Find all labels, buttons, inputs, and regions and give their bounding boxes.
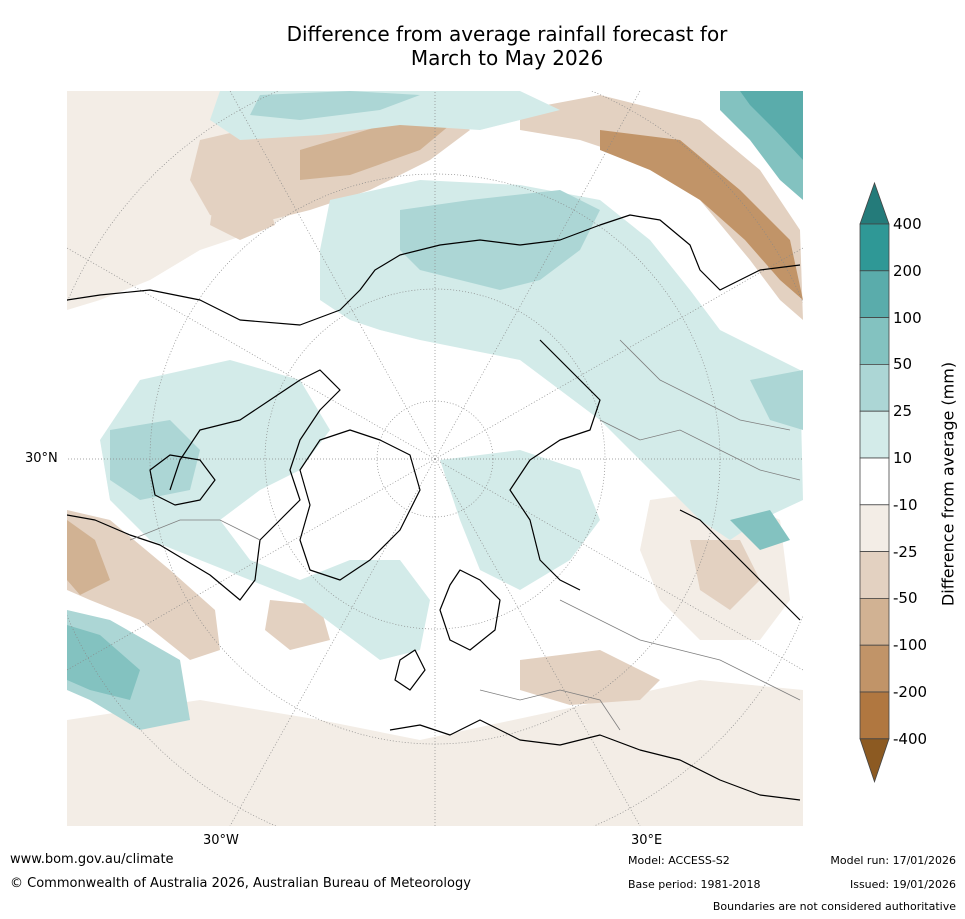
colorbar-segment (859, 457, 890, 506)
footer-model-run: Model run: 17/01/2026 (830, 854, 956, 867)
colorbar-segment (859, 551, 890, 599)
colorbar-segment (859, 597, 890, 646)
colorbar-tick-label: 100 (893, 308, 922, 327)
wet-band-arctic-core (400, 190, 600, 290)
footer-issued: Issued: 19/01/2026 (849, 878, 956, 891)
coast-alaska-canada (67, 239, 521, 326)
colorbar-segment (859, 410, 890, 459)
coast-north-america (67, 369, 341, 601)
colorbar-segment (859, 504, 890, 552)
wet-patch-east-pacific-south-core (67, 625, 140, 700)
lon-label-30w: 30°W (203, 833, 239, 848)
coast-eurasia-arctic (509, 339, 601, 591)
colorbar-tick-label: -25 (893, 542, 918, 561)
wet-band-arctic-north-core (250, 91, 420, 120)
footer-model: Model: ACCESS-S2 (628, 854, 730, 867)
colorbar-tick-label: 50 (893, 355, 913, 374)
dry-band-siberia-core (600, 130, 803, 300)
graticule (67, 91, 803, 826)
coast-british-isles (394, 649, 426, 691)
dry-patch-eastern-pacific (67, 510, 220, 660)
colorbar-tick-label: 400 (893, 215, 922, 233)
country-borders (129, 339, 801, 731)
border-eurasia-2 (559, 599, 801, 701)
lat-label-30n: 30°N (25, 451, 58, 466)
footer-url[interactable]: www.bom.gov.au/climate (10, 852, 174, 867)
map-field (67, 91, 803, 826)
meridian-150e (434, 91, 641, 460)
colorbar-label: Difference from average (mm) (938, 361, 958, 607)
title-line-1: Difference from average rainfall forecas… (286, 22, 728, 46)
dry-patch-central-asia-core (690, 540, 760, 610)
coast-hudson-bay (149, 454, 216, 506)
colorbar-segment (859, 270, 890, 319)
wet-patch-east-asia (730, 510, 790, 550)
meridian-30e (434, 458, 641, 826)
colorbar-tick-label: -100 (893, 636, 928, 655)
footer-disclaimer: Boundaries are not considered authoritat… (712, 900, 956, 913)
latitude-circle-60 (264, 288, 606, 630)
coast-east-asia (679, 509, 801, 621)
footer-base-period: Base period: 1981-2018 (628, 878, 761, 891)
colorbar-segment (859, 363, 890, 412)
colorbar (859, 181, 890, 784)
lon-label-30e: 30°E (631, 833, 663, 848)
footer-copyright: © Commonwealth of Australia 2026, Austra… (10, 876, 471, 891)
coastlines (67, 214, 801, 801)
dry-patch-northwest (210, 190, 275, 240)
border-north-america (129, 519, 261, 541)
colorbar-extend-bottom (859, 738, 890, 784)
coast-greenland (299, 429, 421, 581)
colorbar-extend-top (859, 181, 890, 225)
colorbar-tick-label: -400 (893, 729, 928, 748)
wet-anomalies (67, 91, 803, 730)
meridian-150w (229, 91, 436, 460)
border-eurasia-3 (619, 339, 791, 431)
wet-patch-north-atlantic-core (110, 420, 200, 500)
title-line-2: March to May 2026 (410, 46, 604, 70)
chart-title: Difference from average rainfall forecas… (0, 22, 965, 70)
border-europe (479, 689, 621, 731)
dry-band-north-pacific-core (300, 120, 450, 180)
colorbar-tick-label: 25 (893, 402, 913, 421)
colorbar-tick-label: -10 (893, 495, 918, 514)
coast-siberia (519, 214, 801, 291)
colorbar-tick-label: 10 (893, 449, 913, 467)
colorbar-segment (859, 223, 890, 272)
colorbar-tick-label: -200 (893, 683, 928, 701)
dry-band-siberia (520, 95, 803, 320)
coast-scandinavia (439, 569, 501, 651)
colorbar-segment (859, 644, 890, 693)
colorbar-segment (859, 317, 890, 365)
border-eurasia-1 (599, 419, 801, 481)
wet-patch-east-siberia (750, 370, 803, 430)
coast-iberia-africa (389, 719, 801, 801)
colorbar-segment (859, 691, 890, 740)
dry-patch-eastern-pacific-core (67, 520, 110, 595)
meridian-30w (229, 458, 436, 826)
wet-band-ne-corner-core (740, 91, 803, 160)
colorbar-tick-label: -50 (893, 589, 918, 608)
colorbar-tick-label: 200 (893, 261, 922, 280)
dry-patch-mid-atlantic (265, 600, 330, 650)
